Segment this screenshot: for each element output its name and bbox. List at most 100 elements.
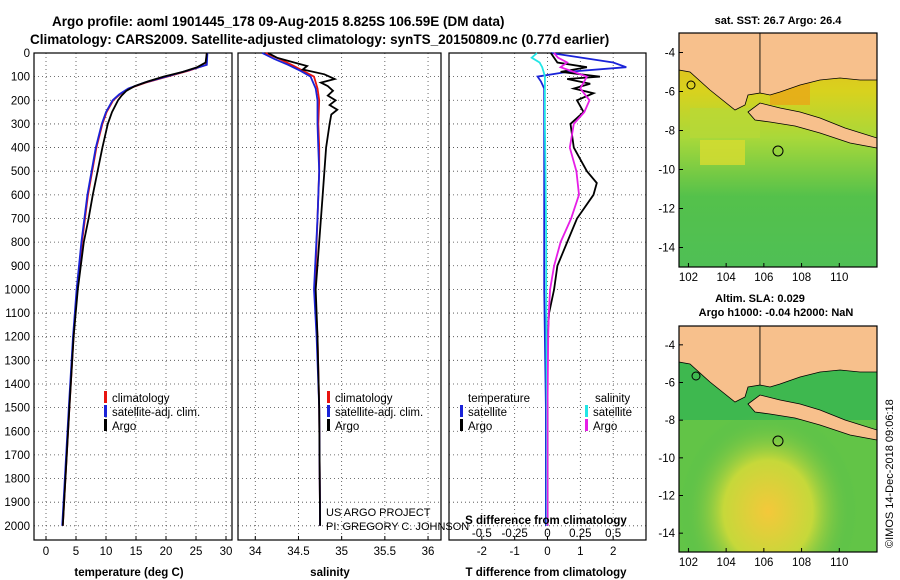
x2-tick-label: 0.5 xyxy=(605,528,621,540)
sla-map xyxy=(678,325,878,553)
y-tick-label: 1200 xyxy=(4,332,30,344)
map-x-tick-label: 110 xyxy=(830,557,848,569)
legend-swatch-icon xyxy=(104,391,107,403)
x-tick-label: 10 xyxy=(100,546,113,558)
legend-swatch-icon xyxy=(460,405,463,417)
temperature-panel: 0 5 10 15 20 25 300100200300400500600700800900… xyxy=(4,48,233,558)
figure-title-line2: Climatology: CARS2009. Satellite-adjuste… xyxy=(30,32,609,47)
legend-swatch-icon xyxy=(327,391,330,403)
figure-title-line1: Argo profile: aoml 1901445_178 09-Aug-20… xyxy=(52,14,504,29)
tdiff-xlabel: T difference from climatology xyxy=(465,567,627,579)
x-tick-label: 34.5 xyxy=(287,546,309,558)
legend-swatch-icon xyxy=(585,419,588,431)
legend-swatch-icon xyxy=(104,405,107,417)
legend-label: climatology xyxy=(335,393,393,405)
x-tick-label: 5 xyxy=(73,546,79,558)
sst-map-frame xyxy=(678,32,878,268)
y-tick-label: 400 xyxy=(11,143,30,155)
legend-label: climatology xyxy=(112,393,170,405)
y-tick-label: 1000 xyxy=(4,284,30,296)
series-line xyxy=(261,52,321,526)
x-tick-label: 20 xyxy=(160,546,173,558)
x-tick-label: -2 xyxy=(477,546,487,558)
y-tick-label: 1800 xyxy=(4,474,30,486)
sdiff-xlabel: S difference from climatology xyxy=(465,515,627,527)
map-y-tick-label: -8 xyxy=(665,126,675,138)
sst-map xyxy=(678,32,878,268)
y-tick-label: 1700 xyxy=(4,450,30,462)
map-x-tick-label: 102 xyxy=(679,557,698,569)
sla-map-title: Altim. SLA: 0.029 xyxy=(715,293,805,305)
map-x-tick-label: 108 xyxy=(792,272,811,284)
sla-map-axes: 102 104 106 108 110 -4 -6 -8 -10 -12 -14 xyxy=(658,340,848,569)
salinity-panel: 34 34.5 35 35.5 36 xyxy=(237,52,442,558)
map-y-tick-label: -10 xyxy=(658,453,675,465)
x2-tick-label: -0.25 xyxy=(502,528,528,540)
y-tick-label: 1500 xyxy=(4,403,30,415)
y-tick-label: 500 xyxy=(11,166,30,178)
salinity-xlabel: salinity xyxy=(310,567,350,579)
x-tick-label: 1 xyxy=(577,546,583,558)
x-tick-label: 30 xyxy=(220,546,233,558)
y-tick-label: 1100 xyxy=(5,308,30,320)
y-tick-label: 900 xyxy=(11,261,30,273)
map-x-tick-label: 106 xyxy=(754,557,773,569)
map-y-tick-label: -12 xyxy=(658,491,675,503)
y-tick-label: 1400 xyxy=(4,379,30,391)
series-line xyxy=(267,52,339,526)
map-x-tick-label: 110 xyxy=(830,272,848,284)
x-tick-label: 35.5 xyxy=(374,546,396,558)
legend-swatch-icon xyxy=(327,419,330,431)
sst-field-patch xyxy=(690,108,760,138)
plot-frame xyxy=(33,52,233,541)
legend-label: satellite-adj. clim. xyxy=(335,407,423,419)
series-line xyxy=(530,52,548,526)
map-y-tick-label: -10 xyxy=(658,165,675,177)
y-tick-label: 1600 xyxy=(4,426,30,438)
legend-title-salinity: salinity xyxy=(595,393,630,405)
plot-frame xyxy=(237,52,442,541)
map-x-tick-label: 108 xyxy=(792,557,811,569)
legend-swatch-icon xyxy=(460,419,463,431)
x-tick-label: 2 xyxy=(610,546,616,558)
sla-map-subtitle: Argo h1000: -0.04 h2000: NaN xyxy=(699,307,854,319)
map-y-tick-label: -14 xyxy=(658,528,675,540)
map-x-tick-label: 104 xyxy=(717,557,737,569)
salinity-legend: climatology satellite-adj. clim. Argo xyxy=(327,391,423,433)
y-tick-label: 1300 xyxy=(4,355,30,367)
y-tick-label: 300 xyxy=(11,119,30,131)
map-x-tick-label: 102 xyxy=(679,272,698,284)
x2-tick-label: -0.5 xyxy=(472,528,492,540)
legend-swatch-icon xyxy=(585,405,588,417)
legend-label: satellite xyxy=(468,407,507,419)
difference-panel: -2 -1 0 1 2 -0.5 -0.25 0 0.25 0.5 xyxy=(448,52,647,558)
y-tick-label: 1900 xyxy=(4,497,30,509)
sla-float-marker xyxy=(772,435,784,447)
y-tick-label: 100 xyxy=(11,72,30,84)
x-tick-label: 25 xyxy=(190,546,203,558)
series-line xyxy=(546,52,591,526)
x2-tick-label: 0.25 xyxy=(569,528,591,540)
x-tick-label: 15 xyxy=(130,546,143,558)
y-tick-label: 0 xyxy=(24,48,30,60)
legend-swatch-icon xyxy=(327,405,330,417)
map-y-tick-label: -8 xyxy=(665,415,675,427)
map-y-tick-label: -4 xyxy=(665,48,676,60)
x-tick-label: 36 xyxy=(422,546,435,558)
map-y-tick-label: -6 xyxy=(665,378,675,390)
y-tick-label: 700 xyxy=(11,213,30,225)
x-tick-label: 0 xyxy=(43,546,49,558)
map-y-tick-label: -6 xyxy=(665,87,675,99)
sst-map-axes: 102 104 106 108 110 -4 -6 -8 -10 -12 -14 xyxy=(658,48,848,285)
x-tick-label: 34 xyxy=(249,546,262,558)
y-tick-label: 600 xyxy=(11,190,30,202)
legend-label: Argo xyxy=(335,421,359,433)
map-y-tick-label: -12 xyxy=(658,204,675,216)
y-tick-label: 800 xyxy=(11,237,30,249)
map-y-tick-label: -14 xyxy=(658,243,675,255)
map-x-tick-label: 104 xyxy=(717,272,737,284)
sst-cursor-marker xyxy=(686,80,696,90)
legend-label: satellite xyxy=(593,407,632,419)
temperature-xlabel: temperature (deg C) xyxy=(74,567,183,579)
imos-stamp: ©IMOS 14-Dec-2018 09:06:18 xyxy=(884,399,896,548)
